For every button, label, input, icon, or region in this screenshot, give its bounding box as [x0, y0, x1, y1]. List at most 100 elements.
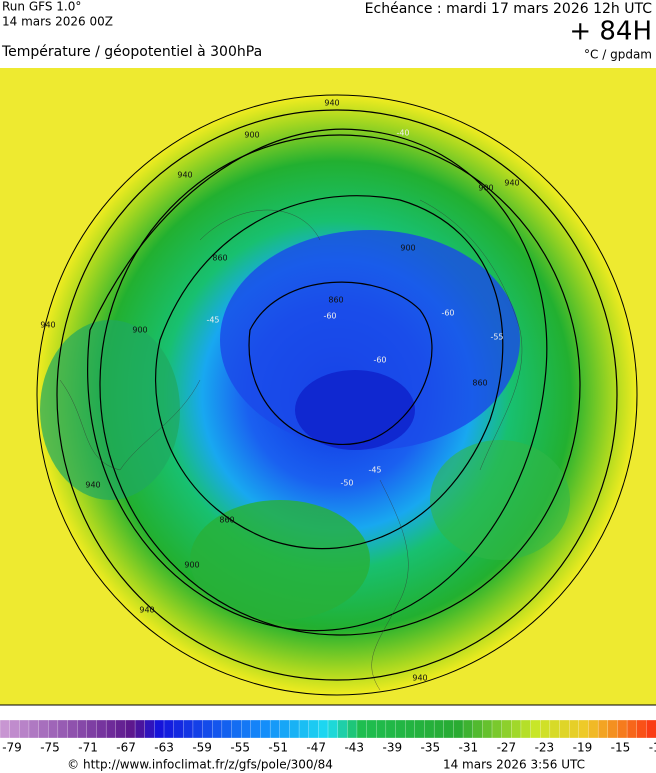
colorbar-swatch — [520, 719, 532, 739]
contour-label: 860 — [219, 516, 234, 525]
units: °C / gpdam — [584, 48, 652, 62]
colorbar-swatch — [588, 719, 599, 739]
colorbar-swatch — [453, 719, 464, 739]
colorbar-swatch — [86, 719, 98, 739]
colorbar-label: -15 — [611, 741, 631, 755]
timestamp: 14 mars 2026 3:56 UTC — [443, 758, 585, 772]
colorbar-swatch — [163, 719, 175, 739]
contour-label: 860 — [328, 296, 343, 305]
colorbar-swatch — [636, 719, 648, 739]
colorbar-swatch — [231, 719, 242, 739]
map-border — [36, 94, 638, 696]
colorbar-swatch — [19, 719, 30, 739]
colorbar-swatch — [597, 719, 609, 739]
run-date: 14 mars 2026 00Z — [2, 15, 113, 29]
colorbar-swatch — [569, 719, 580, 739]
lead-time: + 84H — [569, 17, 652, 47]
colorbar-swatch — [414, 719, 426, 739]
colorbar-swatch — [617, 719, 628, 739]
source-url: © http://www.infoclimat.fr/z/gfs/pole/30… — [67, 758, 333, 772]
colorbar-swatch — [395, 719, 406, 739]
colorbar-swatch — [327, 719, 339, 739]
temperature-label: -45 — [368, 466, 381, 475]
contour-label: 860 — [472, 379, 487, 388]
colorbar-label: -63 — [154, 741, 174, 755]
colorbar-swatch — [549, 719, 561, 739]
colorbar-label: -31 — [459, 741, 479, 755]
colorbar-swatch — [540, 719, 551, 739]
colorbar-swatch — [337, 719, 348, 739]
temperature-label: -60 — [441, 309, 454, 318]
colorbar-swatch — [96, 719, 107, 739]
colorbar-label: -51 — [268, 741, 288, 755]
contour-label: 940 — [139, 606, 154, 615]
colorbar-swatch — [626, 719, 638, 739]
contour-label: 940 — [412, 674, 427, 683]
colorbar-swatch — [433, 719, 445, 739]
colorbar-swatch — [221, 719, 233, 739]
colorbar-swatch — [279, 719, 291, 739]
colorbar-label: -55 — [230, 741, 250, 755]
colorbar-swatch — [57, 719, 69, 739]
warm-zone — [190, 500, 370, 620]
colorbar-swatch — [134, 719, 146, 739]
colorbar-label: -39 — [382, 741, 402, 755]
warm-zone — [40, 320, 180, 500]
model-name: Run GFS 1.0° — [2, 0, 81, 14]
cold-core — [220, 230, 520, 450]
colorbar-swatch — [202, 719, 213, 739]
colorbar-label: -47 — [306, 741, 326, 755]
colorbar-swatch — [269, 719, 281, 739]
contour-label: 900 — [478, 184, 493, 193]
map-title: Température / géopotentiel à 300hPa — [1, 44, 262, 60]
colorbar-swatch — [154, 719, 165, 739]
contour-label: 900 — [400, 244, 415, 253]
colorbar-swatch — [482, 719, 493, 739]
colorbar-swatch — [530, 719, 541, 739]
colorbar-swatch — [173, 719, 184, 739]
colorbar-swatch — [125, 719, 136, 739]
cold-core — [295, 370, 415, 450]
colorbar-swatch — [491, 719, 503, 739]
colorbar-swatch — [48, 719, 59, 739]
contour-label: 940 — [504, 179, 519, 188]
contour-label: 940 — [324, 99, 339, 108]
colorbar-swatch — [501, 719, 512, 739]
colorbar-swatch — [376, 719, 387, 739]
colorbar-swatch — [115, 719, 127, 739]
temperature-label: -60 — [323, 312, 336, 321]
colorbar-swatch — [105, 719, 117, 739]
colorbar-swatch — [607, 719, 619, 739]
colorbar-swatch — [405, 719, 416, 739]
colorbar-label: -19 — [573, 741, 593, 755]
colorbar-swatch — [356, 719, 368, 739]
contour-label: 860 — [212, 254, 227, 263]
colorbar-label: -67 — [116, 741, 136, 755]
colorbar-swatch — [578, 719, 590, 739]
contour-label: 940 — [40, 321, 55, 330]
colorbar-swatch — [67, 719, 78, 739]
colorbar-swatch — [0, 719, 11, 739]
contour-label: 900 — [244, 131, 259, 140]
colorbar-swatch — [38, 719, 49, 739]
colorbar-swatch — [260, 719, 271, 739]
colorbar-label: -71 — [78, 741, 98, 755]
contour-label: 900 — [132, 326, 147, 335]
colorbar-label: -35 — [421, 741, 441, 755]
colorbar-swatch — [9, 719, 20, 739]
map-disc — [37, 95, 637, 695]
colorbar-swatch — [366, 719, 377, 739]
colorbar-swatch — [385, 719, 397, 739]
contour-label: 940 — [177, 171, 192, 180]
temperature-label: -45 — [206, 316, 219, 325]
colorbar-label: -59 — [192, 741, 212, 755]
colorbar-swatch — [559, 719, 570, 739]
contour-label: 940 — [85, 481, 100, 490]
colorbar-swatch — [28, 719, 40, 739]
colorbar-swatch — [347, 719, 358, 739]
colorbar-label: -27 — [497, 741, 517, 755]
colorbar-label: -79 — [2, 741, 22, 755]
colorbar-swatch — [443, 719, 455, 739]
geopotential-contours — [56, 109, 618, 681]
